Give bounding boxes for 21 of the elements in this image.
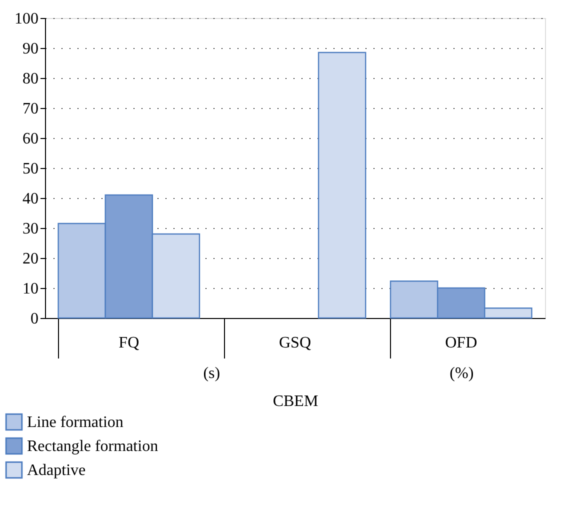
- y-tick-label: 100: [14, 10, 38, 28]
- x-tick-label: OFD: [445, 334, 478, 352]
- y-tick-label: 10: [22, 280, 38, 298]
- y-tick-label: 40: [22, 190, 38, 208]
- text: (s): [203, 365, 220, 382]
- y-tick-label: 30: [22, 220, 38, 238]
- x-tick-label: GSQ: [278, 334, 312, 352]
- legend-label: Adaptive: [27, 462, 86, 479]
- text: (%): [450, 365, 474, 382]
- x-tick-label: FQ: [118, 334, 140, 352]
- y-tick-label: 90: [22, 40, 38, 58]
- x-axis-title: CBEM: [272, 393, 318, 410]
- legend-label: Line formation: [27, 414, 124, 431]
- y-tick-label: 60: [22, 130, 38, 148]
- y-tick-label: 0: [30, 310, 38, 328]
- y-tick-label: 80: [22, 70, 38, 88]
- y-tick-label: 70: [22, 100, 38, 118]
- bar: [318, 52, 366, 319]
- y-tick-label: 50: [22, 160, 38, 178]
- legend-label: Rectangle formation: [27, 438, 158, 455]
- y-tick-label: 20: [22, 250, 38, 268]
